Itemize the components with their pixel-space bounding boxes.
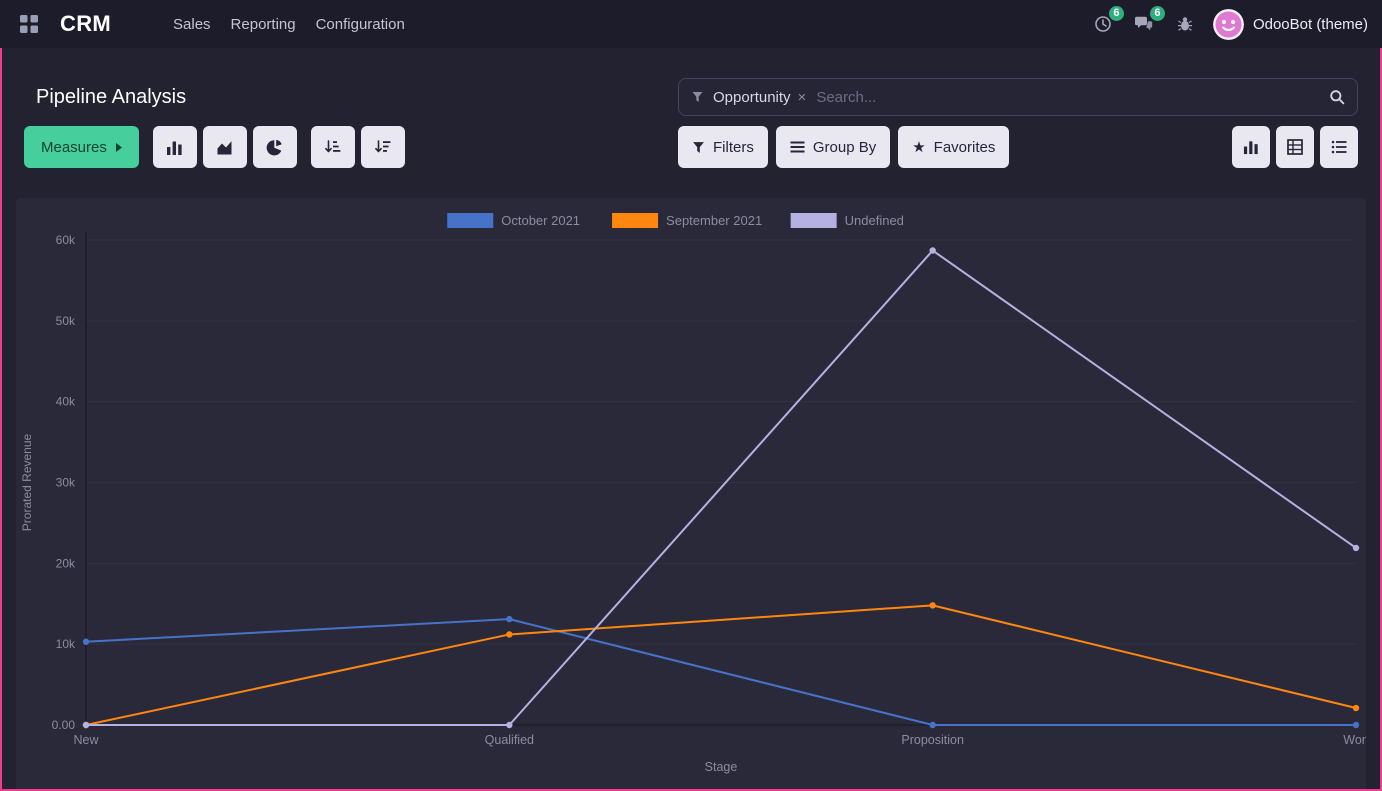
search-icon[interactable]: [1329, 89, 1345, 105]
apps-grid-icon[interactable]: [14, 9, 44, 39]
y-tick-label: 60k: [56, 233, 76, 247]
x-tick-label: Proposition: [901, 733, 964, 747]
bar-chart-icon: [167, 141, 182, 155]
filters-funnel-icon: [693, 141, 704, 153]
legend-item[interactable]: October 2021: [447, 213, 580, 228]
y-tick-label: 20k: [56, 556, 76, 570]
favorites-label: Favorites: [933, 138, 996, 156]
data-point: [506, 615, 513, 623]
y-tick-label: 50k: [56, 314, 76, 328]
user-name: OdooBot (theme): [1252, 15, 1368, 33]
view-switcher: [1232, 126, 1358, 168]
activities-clock-icon[interactable]: 6: [1090, 6, 1124, 36]
filter-funnel-icon: [691, 91, 704, 103]
sort-descending-icon: [375, 140, 391, 153]
chart-grid: 0.00 10k 20k 30k 40k 50k 60k: [52, 233, 1356, 732]
data-point: [929, 247, 936, 254]
data-point: [929, 721, 936, 729]
caret-right-icon: [115, 142, 122, 152]
data-point: [82, 638, 90, 645]
series-undefined[interactable]: [82, 247, 1360, 729]
series-october-2021[interactable]: [82, 615, 1360, 729]
data-point: [506, 631, 513, 638]
messages-chat-icon[interactable]: 6: [1131, 6, 1165, 36]
bar-chart-type-button[interactable]: [152, 126, 197, 168]
group-by-icon: [790, 141, 805, 153]
group-by-button[interactable]: Group By: [775, 126, 891, 168]
y-tick-label: 10k: [56, 637, 76, 651]
sort-ascending-button[interactable]: [310, 126, 355, 168]
x-axis-title: Stage: [705, 760, 738, 774]
filters-button[interactable]: Filters: [678, 126, 768, 168]
area-chart-type-button[interactable]: [202, 126, 247, 168]
search-bar[interactable]: Opportunity ×: [678, 78, 1358, 116]
activities-badge: 6: [1108, 6, 1124, 21]
y-tick-label: 30k: [56, 476, 76, 490]
filters-label: Filters: [713, 138, 754, 156]
search-facet-label: Opportunity: [713, 88, 791, 106]
navbar-systray: 6 6 OdooBot (theme): [1090, 6, 1368, 40]
pie-chart-icon: [266, 139, 283, 155]
list-view-button[interactable]: [1320, 126, 1358, 168]
legend-label: Undefined: [845, 213, 904, 228]
favorites-button[interactable]: ★ Favorites: [898, 126, 1010, 168]
measures-label: Measures: [41, 138, 107, 156]
pipeline-analysis-chart[interactable]: 0.00 10k 20k 30k 40k 50k 60k New Qualified Propos…: [16, 198, 1366, 789]
top-navbar: CRM Sales Reporting Configuration 6 6 Od…: [0, 0, 1382, 48]
data-point: [1352, 544, 1360, 552]
data-point: [1352, 721, 1360, 729]
chart-panel: 0.00 10k 20k 30k 40k 50k 60k New Qualified Propos…: [16, 198, 1366, 789]
facet-remove-icon[interactable]: ×: [797, 88, 807, 106]
menu-reporting[interactable]: Reporting: [230, 15, 296, 33]
control-panel: Pipeline Analysis Opportunity ×: [2, 48, 1380, 168]
legend-item[interactable]: Undefined: [790, 213, 904, 228]
chart-legend: October 2021 September 2021 Undefined: [447, 213, 904, 228]
data-point: [929, 602, 936, 609]
y-tick-label: 40k: [56, 395, 76, 409]
legend-item[interactable]: September 2021: [612, 213, 762, 228]
x-tick-label: Qualified: [485, 733, 534, 747]
graph-view-button[interactable]: [1232, 126, 1270, 168]
legend-label: September 2021: [666, 213, 762, 228]
messages-badge: 6: [1149, 6, 1165, 21]
user-avatar: [1212, 8, 1244, 40]
debug-bug-icon[interactable]: [1172, 12, 1198, 36]
measures-button[interactable]: Measures: [24, 126, 139, 168]
main-menu: Sales Reporting Configuration: [173, 16, 405, 33]
content-frame: Pipeline Analysis Opportunity ×: [0, 48, 1382, 791]
sort-descending-button[interactable]: [360, 126, 405, 168]
y-axis-title: Prorated Revenue: [20, 433, 34, 531]
menu-configuration[interactable]: Configuration: [315, 15, 405, 33]
group-by-label: Group By: [812, 138, 877, 156]
user-menu[interactable]: OdooBot (theme): [1212, 8, 1368, 40]
x-tick-label: Won: [1343, 733, 1366, 747]
legend-swatch: [447, 213, 494, 228]
data-point: [1352, 704, 1360, 712]
pivot-view-button[interactable]: [1276, 126, 1314, 168]
list-view-icon: [1331, 140, 1347, 154]
x-tick-label: New: [73, 733, 99, 747]
area-chart-icon: [217, 140, 232, 154]
app-name[interactable]: CRM: [60, 11, 112, 36]
series-september-2021[interactable]: [82, 602, 1360, 729]
data-point: [82, 721, 90, 729]
star-icon: ★: [912, 138, 926, 156]
menu-sales[interactable]: Sales: [173, 15, 211, 33]
data-point: [506, 721, 513, 729]
y-tick-label: 0.00: [52, 718, 76, 732]
search-input[interactable]: [816, 88, 1329, 106]
legend-label: October 2021: [501, 213, 580, 228]
legend-swatch: [612, 213, 659, 228]
pivot-view-icon: [1287, 139, 1303, 155]
search-options: Filters Group By ★ Favorites: [678, 126, 1010, 168]
legend-swatch: [790, 213, 837, 228]
graph-view-icon: [1243, 141, 1258, 155]
page-title: Pipeline Analysis: [36, 85, 187, 108]
sort-ascending-icon: [325, 140, 341, 153]
pie-chart-type-button[interactable]: [252, 126, 297, 168]
